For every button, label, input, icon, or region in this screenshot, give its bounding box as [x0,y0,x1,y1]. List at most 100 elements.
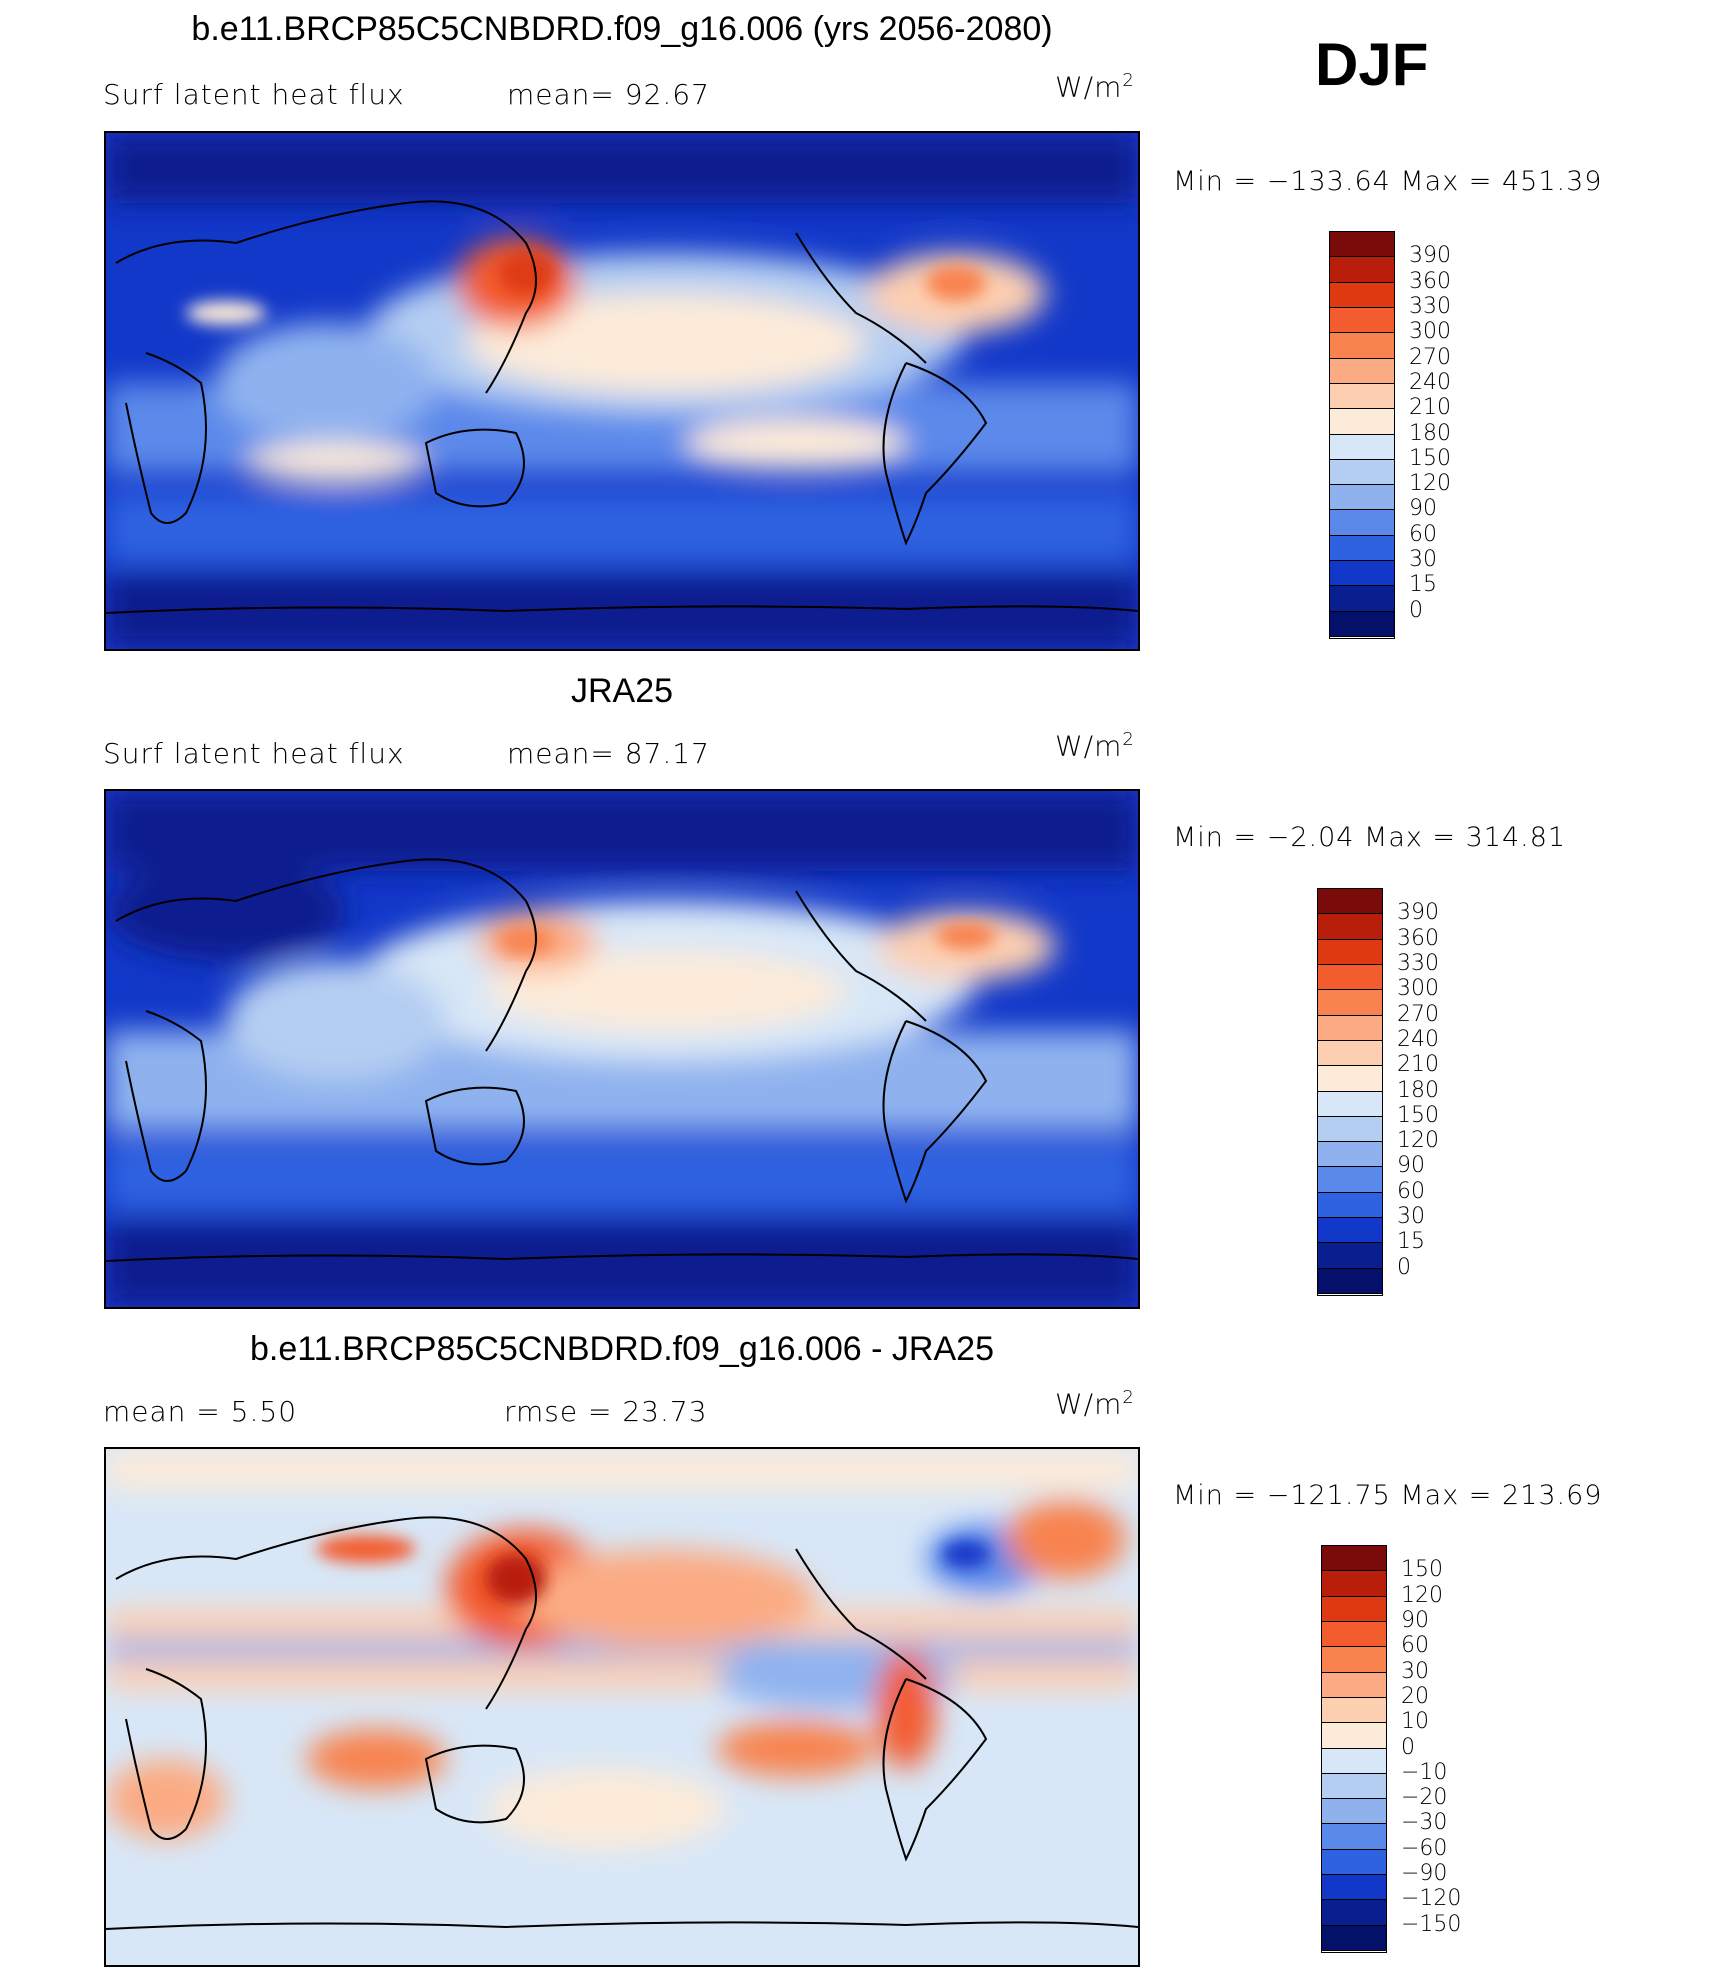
colorbar-tick-label: 120 [1409,471,1451,497]
colorbar-tick-label: 60 [1401,1633,1429,1659]
colorbar-tick-label: 20 [1401,1683,1429,1709]
panel1-mean-label: mean= 92.67 [507,78,710,111]
colorbar-box [1330,485,1394,511]
panel2-minmax: Min = −2.04 Max = 314.81 [1173,822,1567,853]
colorbar-tick-label: 0 [1409,597,1423,623]
colorbar-tick-label: 330 [1397,950,1439,976]
colorbar-tick-label: 300 [1397,976,1439,1002]
colorbar-box [1318,964,1382,991]
panel3-map [104,1447,1140,1967]
colorbar-box [1330,282,1394,308]
season-label: DJF [1315,31,1429,98]
colorbar-tick-label: 270 [1409,344,1451,370]
colorbar-box [1318,1040,1382,1067]
colorbar-box [1322,1621,1386,1648]
colorbar-box [1318,1116,1382,1143]
colorbar-box [1330,611,1394,637]
colorbar-box [1322,1875,1386,1901]
colorbar-tick-label: 240 [1397,1026,1439,1052]
colorbar-tick-label: 360 [1409,268,1451,294]
colorbar-box [1322,1773,1386,1800]
panel1-left-label: Surf latent heat flux [103,78,405,111]
colorbar-tick-label: 15 [1409,572,1437,598]
panel2-units: W/m2 [1055,729,1135,763]
colorbar-box [1322,1824,1386,1850]
colorbar-tick-label: 60 [1397,1178,1425,1204]
colorbar-tick-label: 390 [1409,243,1451,269]
panel1-units: W/m2 [1055,70,1135,104]
colorbar-tick-label: −120 [1401,1886,1462,1912]
colorbar-tick-label: −10 [1401,1759,1448,1785]
colorbar-tick-label: 390 [1397,900,1439,926]
colorbar-box [1322,1900,1386,1926]
colorbar-tick-label: 30 [1409,547,1437,573]
panel3-title: b.e11.BRCP85C5CNBDRD.f09_g16.006 - JRA25 [250,1330,994,1368]
panel3-minmax: Min = −121.75 Max = 213.69 [1173,1480,1603,1511]
colorbar-box [1330,510,1394,536]
colorbar-box [1330,409,1394,435]
colorbar-box [1322,1723,1386,1749]
colorbar-box [1330,561,1394,587]
colorbar-tick-label: 0 [1401,1734,1415,1760]
panel3-units: W/m2 [1055,1387,1135,1421]
colorbar-box [1330,383,1394,410]
colorbar-tick-label: 210 [1409,395,1451,421]
colorbar-box [1322,1925,1386,1951]
colorbar-tick-label: 150 [1409,445,1451,471]
panel3-mean-label: mean = 5.50 [103,1395,298,1428]
colorbar-box [1322,1647,1386,1673]
colorbar-tick-label: −20 [1401,1785,1448,1811]
colorbar-box [1318,1192,1382,1219]
colorbar-box [1318,1091,1382,1117]
colorbar-box [1318,1243,1382,1269]
panel2-map [104,789,1140,1309]
colorbar-box [1330,459,1394,486]
colorbar-tick-label: 180 [1409,420,1451,446]
colorbar-box [1318,1015,1382,1041]
colorbar-box [1330,333,1394,359]
colorbar-box [1318,939,1382,965]
colorbar-tick-label: 90 [1397,1153,1425,1179]
colorbar-tick-label: 30 [1401,1658,1429,1684]
colorbar-box [1330,257,1394,283]
colorbar-box [1330,586,1394,612]
colorbar-tick-label: −90 [1401,1861,1448,1887]
panel1-minmax: Min = −133.64 Max = 451.39 [1173,166,1603,197]
colorbar-box [1318,1066,1382,1092]
colorbar-box [1322,1596,1386,1622]
colorbar-tick-label: 90 [1409,496,1437,522]
colorbar-tick-label: 360 [1397,925,1439,951]
colorbar-box [1322,1546,1386,1572]
colorbar-tick-label: 330 [1409,293,1451,319]
colorbar-tick-label: 10 [1401,1709,1429,1735]
panel2-left-label: Surf latent heat flux [103,737,405,770]
panel1-map [104,131,1140,651]
colorbar-box [1322,1571,1386,1597]
colorbar-tick-label: −30 [1401,1810,1448,1836]
colorbar-tick-label: 300 [1409,319,1451,345]
panel2-title: JRA25 [570,672,674,710]
colorbar-tick-label: 30 [1397,1204,1425,1230]
colorbar-tick-label: 90 [1401,1607,1429,1633]
colorbar-tick-label: 0 [1397,1254,1411,1280]
colorbar-box [1322,1849,1386,1876]
colorbar-tick-label: 120 [1401,1582,1443,1608]
colorbar-tick-label: 150 [1401,1557,1443,1583]
colorbar-box [1330,535,1394,562]
colorbar-box [1330,232,1394,258]
colorbar-box [1322,1799,1386,1825]
colorbar-box [1318,990,1382,1016]
colorbar-tick-label: 60 [1409,521,1437,547]
panel3-rmse-label: rmse = 23.73 [504,1395,708,1428]
colorbar-box [1318,889,1382,915]
colorbar-box [1322,1748,1386,1774]
panel1-colorbar [1329,231,1395,639]
colorbar-box [1318,1142,1382,1168]
colorbar-tick-label: 180 [1397,1077,1439,1103]
colorbar-box [1322,1672,1386,1698]
colorbar-tick-label: −150 [1401,1911,1462,1937]
colorbar-tick-label: 210 [1397,1052,1439,1078]
colorbar-box [1322,1697,1386,1724]
colorbar-box [1318,1268,1382,1294]
colorbar-box [1318,914,1382,940]
